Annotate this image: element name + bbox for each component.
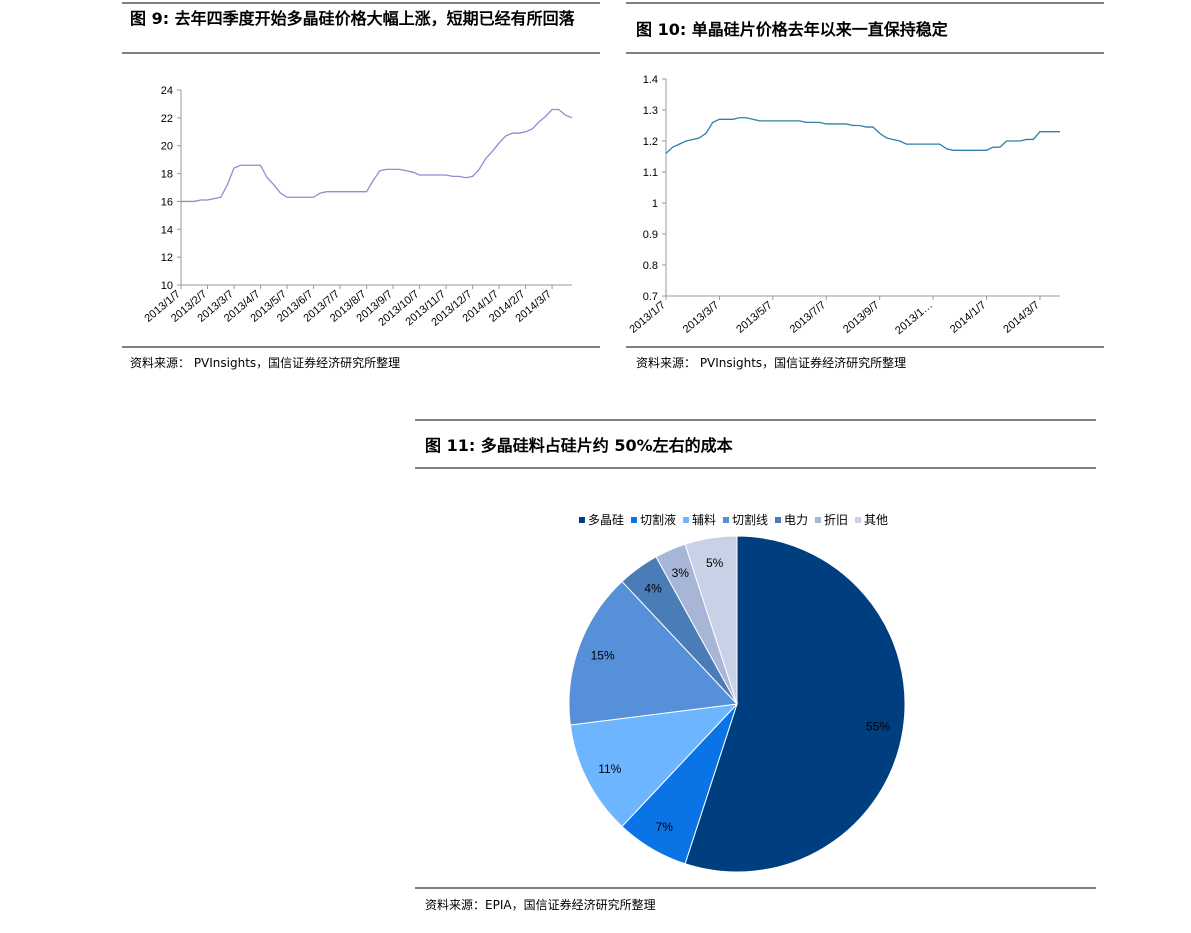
legend-swatch — [815, 517, 822, 523]
legend-label: 切割线 — [732, 512, 768, 527]
y-tick-label: 0.8 — [643, 260, 658, 272]
legend-label: 多晶硅 — [588, 513, 624, 527]
y-tick-label: 1 — [652, 198, 658, 210]
slice-label: 55% — [866, 719, 890, 733]
x-tick-label: 2014/1/7 — [948, 299, 989, 336]
y-tick-label: 0.7 — [643, 291, 658, 303]
y-tick-label: 1.3 — [643, 105, 658, 117]
y-tick-label: 1.1 — [643, 167, 658, 179]
x-tick-label: 2014/3/7 — [1001, 299, 1042, 336]
slice-label: 3% — [672, 566, 690, 580]
legend-swatch — [682, 517, 689, 523]
x-tick-label: 2013/1… — [893, 299, 935, 337]
figure-title: 图 10: 单晶硅片价格去年以来一直保持稳定 — [636, 20, 948, 39]
slice-label: 11% — [598, 762, 621, 776]
slice-label: 7% — [656, 820, 674, 834]
legend-swatch — [775, 517, 782, 523]
legend-swatch — [578, 517, 585, 523]
legend-label: 电力 — [784, 513, 808, 527]
slice-label: 15% — [591, 649, 615, 663]
legend-label: 折旧 — [824, 512, 848, 527]
pie-slice — [569, 703, 739, 828]
x-tick-label: 2013/3/7 — [681, 299, 722, 336]
x-tick-label: 2013/1/7 — [627, 299, 668, 336]
x-tick-label: 2013/7/7 — [788, 299, 829, 336]
pie-slice — [568, 580, 739, 726]
x-tick-label: 2013/5/7 — [734, 299, 775, 336]
slice-label: 5% — [706, 556, 724, 570]
y-tick-label: 24 — [161, 85, 173, 97]
y-tick-label: 16 — [161, 196, 173, 208]
legend-label: 辅料 — [692, 513, 716, 527]
legend-label: 切割液 — [640, 512, 676, 527]
pie-slice — [684, 535, 738, 705]
y-tick-label: 10 — [161, 280, 173, 292]
y-tick-label: 0.9 — [643, 229, 658, 241]
x-tick-label: 2013/9/7 — [841, 299, 882, 336]
legend-swatch — [855, 517, 862, 523]
y-tick-label: 22 — [161, 113, 173, 125]
source-note: 资料来源： PVInsights，国信证券经济研究所整理 — [636, 356, 907, 370]
pie-slice — [684, 535, 906, 873]
y-tick-label: 20 — [161, 141, 173, 153]
slice-label: 4% — [644, 581, 662, 595]
y-tick-label: 1.4 — [643, 74, 658, 86]
price-line — [665, 117, 1060, 154]
figure-title: 图 9: 去年四季度开始多晶硅价格大幅上涨，短期已经有所回落 — [130, 9, 575, 28]
legend-swatch — [722, 517, 729, 523]
y-tick-label: 18 — [161, 169, 173, 181]
y-tick-label: 12 — [161, 252, 173, 264]
source-note: 资料来源： PVInsights，国信证券经济研究所整理 — [130, 356, 401, 370]
y-tick-label: 1.2 — [643, 136, 658, 148]
legend-label: 其他 — [864, 513, 888, 527]
price-line — [181, 108, 573, 203]
source-note: 资料来源：EPIA，国信证券经济研究所整理 — [425, 898, 656, 912]
y-tick-label: 14 — [161, 224, 173, 236]
figure-title: 图 11: 多晶硅料占硅片约 50%左右的成本 — [425, 436, 733, 455]
legend-swatch — [630, 517, 637, 523]
